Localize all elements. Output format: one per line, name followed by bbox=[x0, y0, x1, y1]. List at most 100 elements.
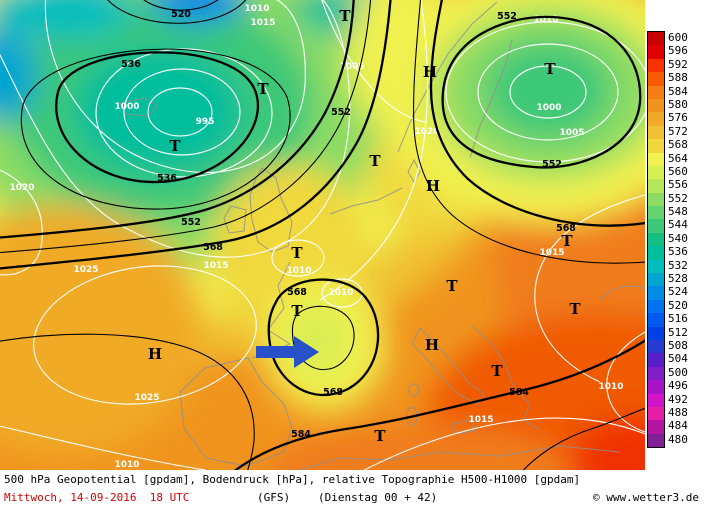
legend-value: 520 bbox=[668, 298, 688, 312]
legend-swatch bbox=[648, 286, 664, 300]
geopotential-contour-line bbox=[107, 0, 246, 24]
high-center: H bbox=[425, 336, 439, 354]
legend-value: 492 bbox=[668, 392, 688, 406]
geopotential-label: 584 bbox=[509, 387, 529, 398]
legend-color-bar bbox=[647, 31, 665, 449]
geopotential-label: 520 bbox=[171, 9, 191, 20]
pressure-label: 1005 bbox=[339, 62, 364, 72]
legend-values: 600 596 592 588 584 580 576 572 568 564 560 556 552 5… bbox=[668, 31, 688, 448]
topography-color-blob bbox=[150, 0, 246, 24]
topography-color-blob bbox=[72, 46, 244, 174]
legend-swatch bbox=[648, 339, 664, 354]
pressure-label: 1010 bbox=[533, 15, 558, 25]
color-scale-legend: 600 596 592 588 584 580 576 572 568 564 560 556 552 5… bbox=[647, 31, 688, 449]
footer-copyright: © www.wetter3.de bbox=[593, 491, 699, 504]
legend-swatch bbox=[648, 273, 664, 287]
legend-value: 540 bbox=[668, 231, 688, 245]
pressure-label: 1005 bbox=[559, 128, 584, 138]
footer-model: (GFS) bbox=[257, 491, 291, 504]
legend-swatch bbox=[648, 98, 664, 113]
pressure-label-layer: 1020 1025 1025 1010 1015 1010 1010 1005 1000 995 1… bbox=[9, 4, 623, 470]
legend-swatch bbox=[648, 112, 664, 126]
coastline bbox=[329, 187, 403, 215]
coastline bbox=[469, 39, 513, 159]
low-center: T bbox=[569, 300, 581, 318]
pressure-label: 1015 bbox=[539, 248, 564, 258]
legend-swatch bbox=[648, 192, 664, 207]
pressure-label: 1020 bbox=[9, 183, 34, 193]
geopotential-contours bbox=[0, 0, 645, 470]
low-center: T bbox=[561, 232, 573, 250]
legend-value: 500 bbox=[668, 365, 688, 379]
weather-map: 1020 1025 1025 1010 1015 1010 1010 1005 1000 995 1… bbox=[0, 0, 645, 470]
legend-swatch bbox=[648, 179, 664, 193]
pressure-label: 1015 bbox=[250, 18, 275, 28]
coastline bbox=[599, 285, 645, 301]
isobar-line bbox=[445, 21, 645, 163]
legend-swatch bbox=[648, 393, 664, 407]
geopotential-contour-line bbox=[55, 51, 260, 184]
geopotential-contour-line bbox=[0, 333, 255, 470]
geopotential-contour-line bbox=[0, 0, 355, 239]
legend-swatch bbox=[648, 433, 664, 448]
weather-map-svg: 1020 1025 1025 1010 1015 1010 1010 1005 1000 995 1… bbox=[0, 0, 645, 470]
low-center: T bbox=[339, 7, 351, 25]
caption-bar: 500 hPa Geopotential [gpdam], Bodendruck… bbox=[0, 470, 704, 513]
geopotential-label: 536 bbox=[157, 173, 177, 184]
legend-swatch bbox=[648, 58, 664, 73]
legend-swatch bbox=[648, 206, 664, 220]
pressure-label: 1020 bbox=[414, 127, 439, 137]
legend-swatch bbox=[648, 326, 664, 340]
geopotential-label: 552 bbox=[542, 159, 562, 170]
geopotential-label: 552 bbox=[331, 107, 351, 118]
footer-forecast-run: (Dienstag 00 + 42) bbox=[318, 491, 438, 504]
legend-value: 504 bbox=[668, 352, 688, 366]
isobar-line bbox=[509, 65, 587, 119]
geopotential-label: 568 bbox=[287, 287, 307, 298]
legend-swatch bbox=[648, 219, 664, 233]
low-center: T bbox=[544, 60, 556, 78]
coastlines bbox=[119, 1, 645, 470]
legend-value: 576 bbox=[668, 111, 688, 125]
legend-value: 556 bbox=[668, 178, 688, 192]
geopotential-label: 536 bbox=[121, 59, 141, 70]
legend-value: 580 bbox=[668, 97, 688, 111]
legend-value: 508 bbox=[668, 338, 688, 352]
legend-swatch bbox=[648, 353, 664, 367]
pressure-label: 995 bbox=[196, 117, 215, 127]
isobar-line bbox=[271, 239, 325, 277]
legend-value: 552 bbox=[668, 191, 688, 205]
topography-color-blob bbox=[563, 414, 645, 470]
legend-swatch bbox=[648, 366, 664, 381]
geopotential-contour-line bbox=[267, 278, 380, 397]
topography-color-field bbox=[0, 0, 645, 470]
isobar-line bbox=[0, 425, 206, 470]
legend-value: 536 bbox=[668, 245, 688, 259]
isobar-line bbox=[606, 331, 645, 433]
pressure-label: 1025 bbox=[73, 265, 98, 275]
geopotential-contour-line bbox=[441, 15, 642, 169]
low-center: T bbox=[257, 80, 269, 98]
topography-color-blob bbox=[484, 40, 612, 140]
pressure-label: 1010 bbox=[244, 4, 269, 14]
pressure-label: 1000 bbox=[536, 103, 561, 113]
legend-value: 564 bbox=[668, 151, 688, 165]
legend-value: 484 bbox=[668, 419, 688, 433]
coastline bbox=[471, 325, 515, 389]
high-center: H bbox=[423, 63, 437, 81]
legend-value: 548 bbox=[668, 205, 688, 219]
low-center: T bbox=[291, 302, 303, 320]
legend-value: 532 bbox=[668, 258, 688, 272]
isobar-line bbox=[95, 48, 273, 178]
geopotential-contour-line bbox=[291, 305, 355, 371]
isobar-line bbox=[321, 0, 426, 123]
legend-value: 512 bbox=[668, 325, 688, 339]
legend-swatch bbox=[648, 420, 664, 434]
pressure-label: 1015 bbox=[203, 261, 228, 271]
isobar-line bbox=[33, 265, 257, 405]
pressure-label: 1010 bbox=[286, 266, 311, 276]
low-center: T bbox=[291, 244, 303, 262]
legend-value: 544 bbox=[668, 218, 688, 232]
geopotential-label: 584 bbox=[291, 429, 311, 440]
